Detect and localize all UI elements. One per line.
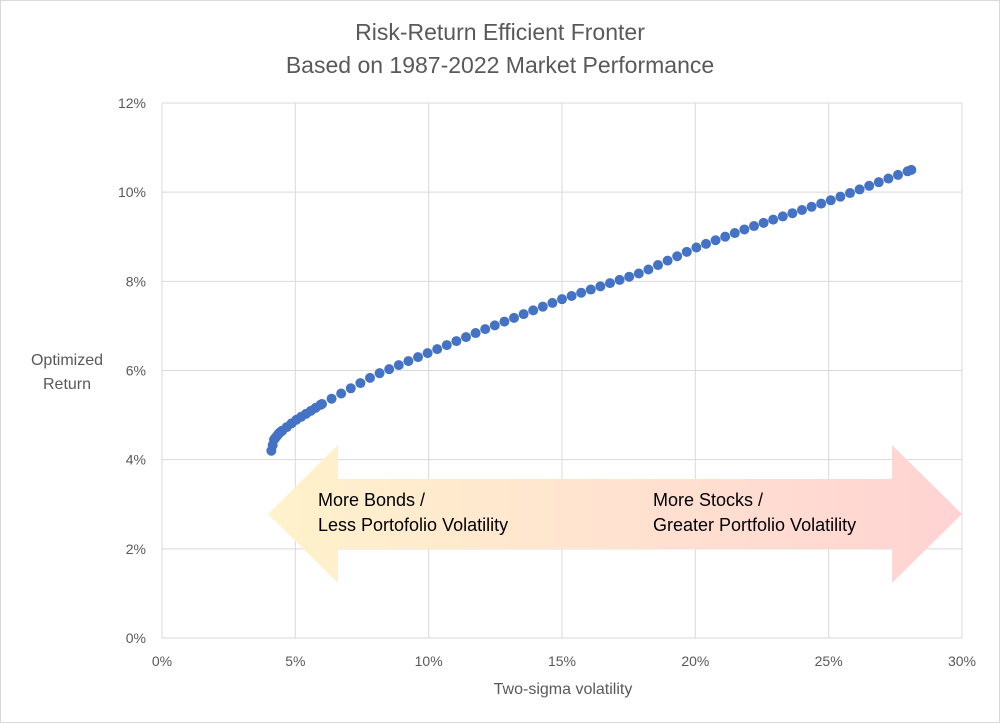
frontier-point <box>662 255 673 266</box>
frontier-point <box>489 320 500 331</box>
frontier-point <box>749 221 759 232</box>
frontier-point <box>825 195 836 206</box>
frontier-point <box>374 368 385 379</box>
y-tick-label: 2% <box>126 541 146 557</box>
y-axis-title-line-2: Return <box>43 376 91 393</box>
frontier-point <box>633 268 644 279</box>
bonds-annotation-line-2: Less Portofolio Volatility <box>318 515 508 535</box>
frontier-point <box>518 309 529 320</box>
frontier-point <box>451 336 462 347</box>
frontier-point <box>672 251 683 262</box>
y-tick-label: 8% <box>126 273 146 289</box>
frontier-point <box>681 246 692 257</box>
frontier-point <box>585 284 596 295</box>
frontier-point <box>336 388 347 399</box>
frontier-point <box>614 274 625 285</box>
frontier-point <box>605 278 615 289</box>
frontier-point <box>547 297 558 308</box>
bonds-annotation-line-1: More Bonds / <box>318 490 425 510</box>
frontier-point <box>384 364 395 375</box>
frontier-point <box>345 383 356 394</box>
frontier-point <box>422 348 433 359</box>
x-tick-label: 25% <box>815 653 843 669</box>
frontier-point <box>355 378 366 389</box>
frontier-point <box>557 294 567 305</box>
y-axis-title-line-1: Optimized <box>31 352 103 369</box>
frontier-point <box>576 287 587 298</box>
frontier-point <box>393 360 404 371</box>
x-tick-label: 20% <box>681 653 709 669</box>
frontier-point <box>432 344 443 355</box>
frontier-point <box>643 264 654 275</box>
frontier-point <box>768 214 779 225</box>
frontier-point <box>739 224 750 235</box>
frontier-point <box>854 184 865 195</box>
frontier-point <box>624 271 635 282</box>
frontier-point <box>883 173 894 184</box>
y-tick-label: 10% <box>118 184 146 200</box>
chart-title-line-2: Based on 1987-2022 Market Performance <box>285 52 715 78</box>
frontier-point <box>835 191 846 202</box>
x-axis-title: Two-sigma volatility <box>494 681 633 698</box>
frontier-point <box>701 238 711 249</box>
x-tick-label: 10% <box>415 653 443 669</box>
frontier-point <box>845 188 855 199</box>
volatility-double-arrow <box>268 445 962 583</box>
frontier-point <box>403 356 414 367</box>
frontier-point <box>720 231 731 242</box>
frontier-point <box>413 352 423 363</box>
frontier-point <box>317 398 327 409</box>
frontier-point <box>893 169 903 180</box>
frontier-point <box>499 316 510 327</box>
frontier-point <box>729 228 740 239</box>
frontier-point <box>906 164 917 175</box>
frontier-point <box>509 312 519 323</box>
frontier-point <box>566 290 577 301</box>
frontier-point <box>797 205 807 215</box>
x-tick-label: 30% <box>948 653 976 669</box>
frontier-point <box>787 208 798 219</box>
x-tick-label: 0% <box>152 653 172 669</box>
stocks-annotation-line-1: More Stocks / <box>653 490 763 510</box>
y-tick-label: 0% <box>126 630 146 646</box>
frontier-point <box>441 340 452 351</box>
chart-title-line-1: Risk-Return Efficient Fronter <box>355 19 645 45</box>
frontier-point <box>758 217 769 228</box>
y-tick-label: 4% <box>126 452 146 468</box>
frontier-point <box>653 260 663 271</box>
frontier-point <box>480 324 491 335</box>
frontier-point <box>365 372 375 383</box>
frontier-point <box>816 198 827 209</box>
frontier-point <box>326 393 337 404</box>
frontier-point <box>528 305 539 316</box>
frontier-point <box>777 211 788 222</box>
y-tick-label: 12% <box>118 95 146 111</box>
frontier-point <box>691 242 702 253</box>
frontier-point <box>470 328 481 339</box>
x-tick-label: 15% <box>548 653 576 669</box>
frontier-point <box>710 235 721 246</box>
frontier-point <box>461 332 471 343</box>
y-tick-label: 6% <box>126 363 146 379</box>
x-tick-label: 5% <box>285 653 305 669</box>
frontier-point <box>595 281 606 292</box>
frontier-point <box>864 180 875 191</box>
stocks-annotation-line-2: Greater Portfolio Volatility <box>653 515 856 535</box>
frontier-point <box>873 177 884 188</box>
frontier-point <box>537 301 548 312</box>
frontier-point <box>806 201 817 212</box>
